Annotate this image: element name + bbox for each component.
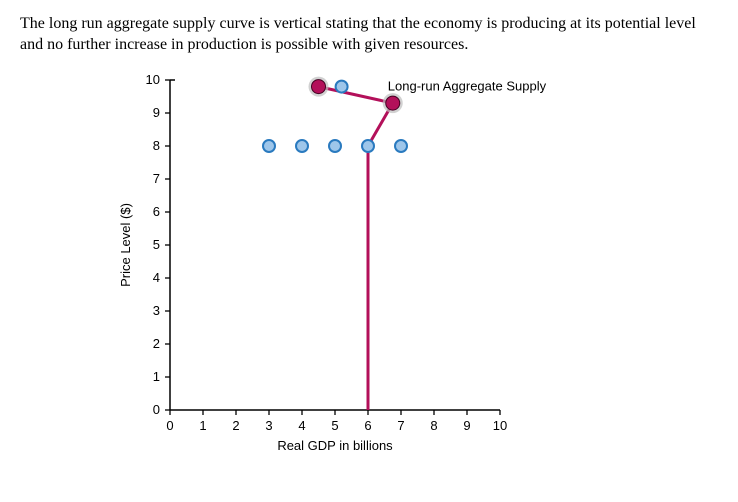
svg-text:8: 8: [153, 138, 160, 153]
data-point[interactable]: [336, 80, 348, 92]
svg-text:9: 9: [463, 418, 470, 433]
line-endpoint[interactable]: [386, 96, 400, 110]
caption-text: The long run aggregate supply curve is v…: [20, 14, 718, 56]
line-endpoint[interactable]: [312, 79, 326, 93]
series-label: Long-run Aggregate Supply: [388, 78, 547, 93]
svg-text:6: 6: [153, 204, 160, 219]
chart-container: 0 1 2 3 4 5 6 7 8 9 10 0 1 2 3 4 5 6 7 8 9 10 Real GDP in bill…: [115, 72, 718, 465]
svg-text:10: 10: [146, 72, 160, 87]
svg-text:7: 7: [397, 418, 404, 433]
svg-text:0: 0: [153, 402, 160, 417]
data-point[interactable]: [296, 140, 308, 152]
svg-text:1: 1: [199, 418, 206, 433]
svg-text:10: 10: [493, 418, 507, 433]
svg-text:4: 4: [298, 418, 305, 433]
data-point[interactable]: [329, 140, 341, 152]
svg-text:3: 3: [265, 418, 272, 433]
data-point[interactable]: [362, 140, 374, 152]
svg-text:Price Level ($): Price Level ($): [118, 203, 133, 287]
svg-text:1: 1: [153, 369, 160, 384]
svg-text:Real GDP in billions: Real GDP in billions: [277, 438, 393, 453]
svg-text:0: 0: [166, 418, 173, 433]
svg-text:2: 2: [232, 418, 239, 433]
data-point[interactable]: [395, 140, 407, 152]
svg-text:9: 9: [153, 105, 160, 120]
svg-text:4: 4: [153, 270, 160, 285]
svg-text:2: 2: [153, 336, 160, 351]
lras-chart: 0 1 2 3 4 5 6 7 8 9 10 0 1 2 3 4 5 6 7 8 9 10 Real GDP in bill…: [115, 72, 610, 460]
svg-text:5: 5: [153, 237, 160, 252]
data-point[interactable]: [263, 140, 275, 152]
svg-text:6: 6: [364, 418, 371, 433]
svg-text:3: 3: [153, 303, 160, 318]
svg-text:7: 7: [153, 171, 160, 186]
svg-text:5: 5: [331, 418, 338, 433]
svg-text:8: 8: [430, 418, 437, 433]
